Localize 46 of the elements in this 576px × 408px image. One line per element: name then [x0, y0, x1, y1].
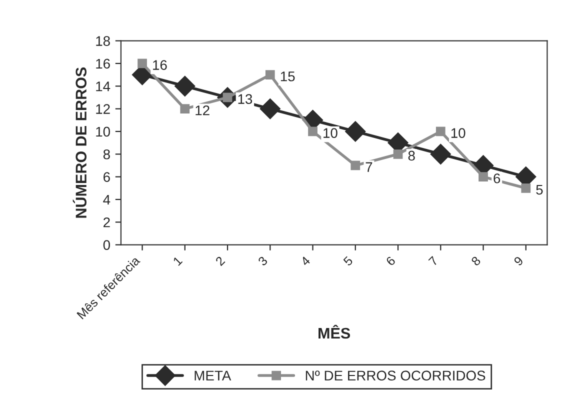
point [393, 149, 403, 159]
data-label: 6 [494, 173, 500, 184]
point [138, 58, 147, 68]
data-label: 16 [153, 60, 167, 70]
y-tick-label: 16 [96, 58, 110, 69]
y-tick-label: 12 [96, 104, 110, 114]
point [430, 144, 451, 164]
y-tick-label: 18 [96, 36, 110, 46]
y-axis-title: NÚMERO DE ERROS [72, 67, 87, 218]
point [174, 76, 196, 96]
data-label: 10 [324, 128, 338, 138]
legend-label: META [194, 370, 232, 380]
x-tick-label: 1 [172, 256, 183, 266]
point [436, 126, 446, 136]
point [345, 121, 366, 142]
point [350, 160, 360, 170]
y-tick-label: 10 [96, 126, 110, 137]
x-tick-label: 3 [258, 256, 268, 266]
data-label: 8 [408, 150, 415, 161]
point [260, 98, 280, 120]
x-tick-label: 4 [300, 256, 311, 266]
y-tick-label: 4 [103, 194, 110, 204]
y-tick-label: 2 [104, 217, 110, 228]
x-tick-label: 8 [470, 256, 482, 266]
data-label: 12 [196, 105, 210, 116]
y-tick-label: 0 [103, 240, 110, 250]
legend-label: Nº DE ERROS OCORRIDOS [306, 370, 486, 381]
x-tick-label: 2 [215, 256, 226, 266]
y-tick-label: 14 [96, 82, 110, 92]
point [521, 183, 531, 193]
data-label: 7 [366, 162, 372, 172]
point [180, 104, 190, 114]
x-tick-label: 7 [428, 256, 438, 266]
point [265, 70, 275, 80]
data-label: 15 [280, 72, 295, 82]
point [308, 126, 318, 136]
y-tick-label: 8 [103, 149, 110, 160]
data-label: 10 [451, 128, 466, 138]
data-label: 13 [238, 94, 252, 104]
y-tick-label: 6 [104, 172, 110, 182]
x-tick-label: 6 [386, 256, 396, 266]
data-label: 5 [536, 184, 543, 195]
x-tick-label: 5 [342, 256, 354, 266]
x-axis-title: MÊS [318, 324, 350, 339]
point [478, 172, 488, 182]
x-tick-label: 9 [513, 256, 524, 266]
